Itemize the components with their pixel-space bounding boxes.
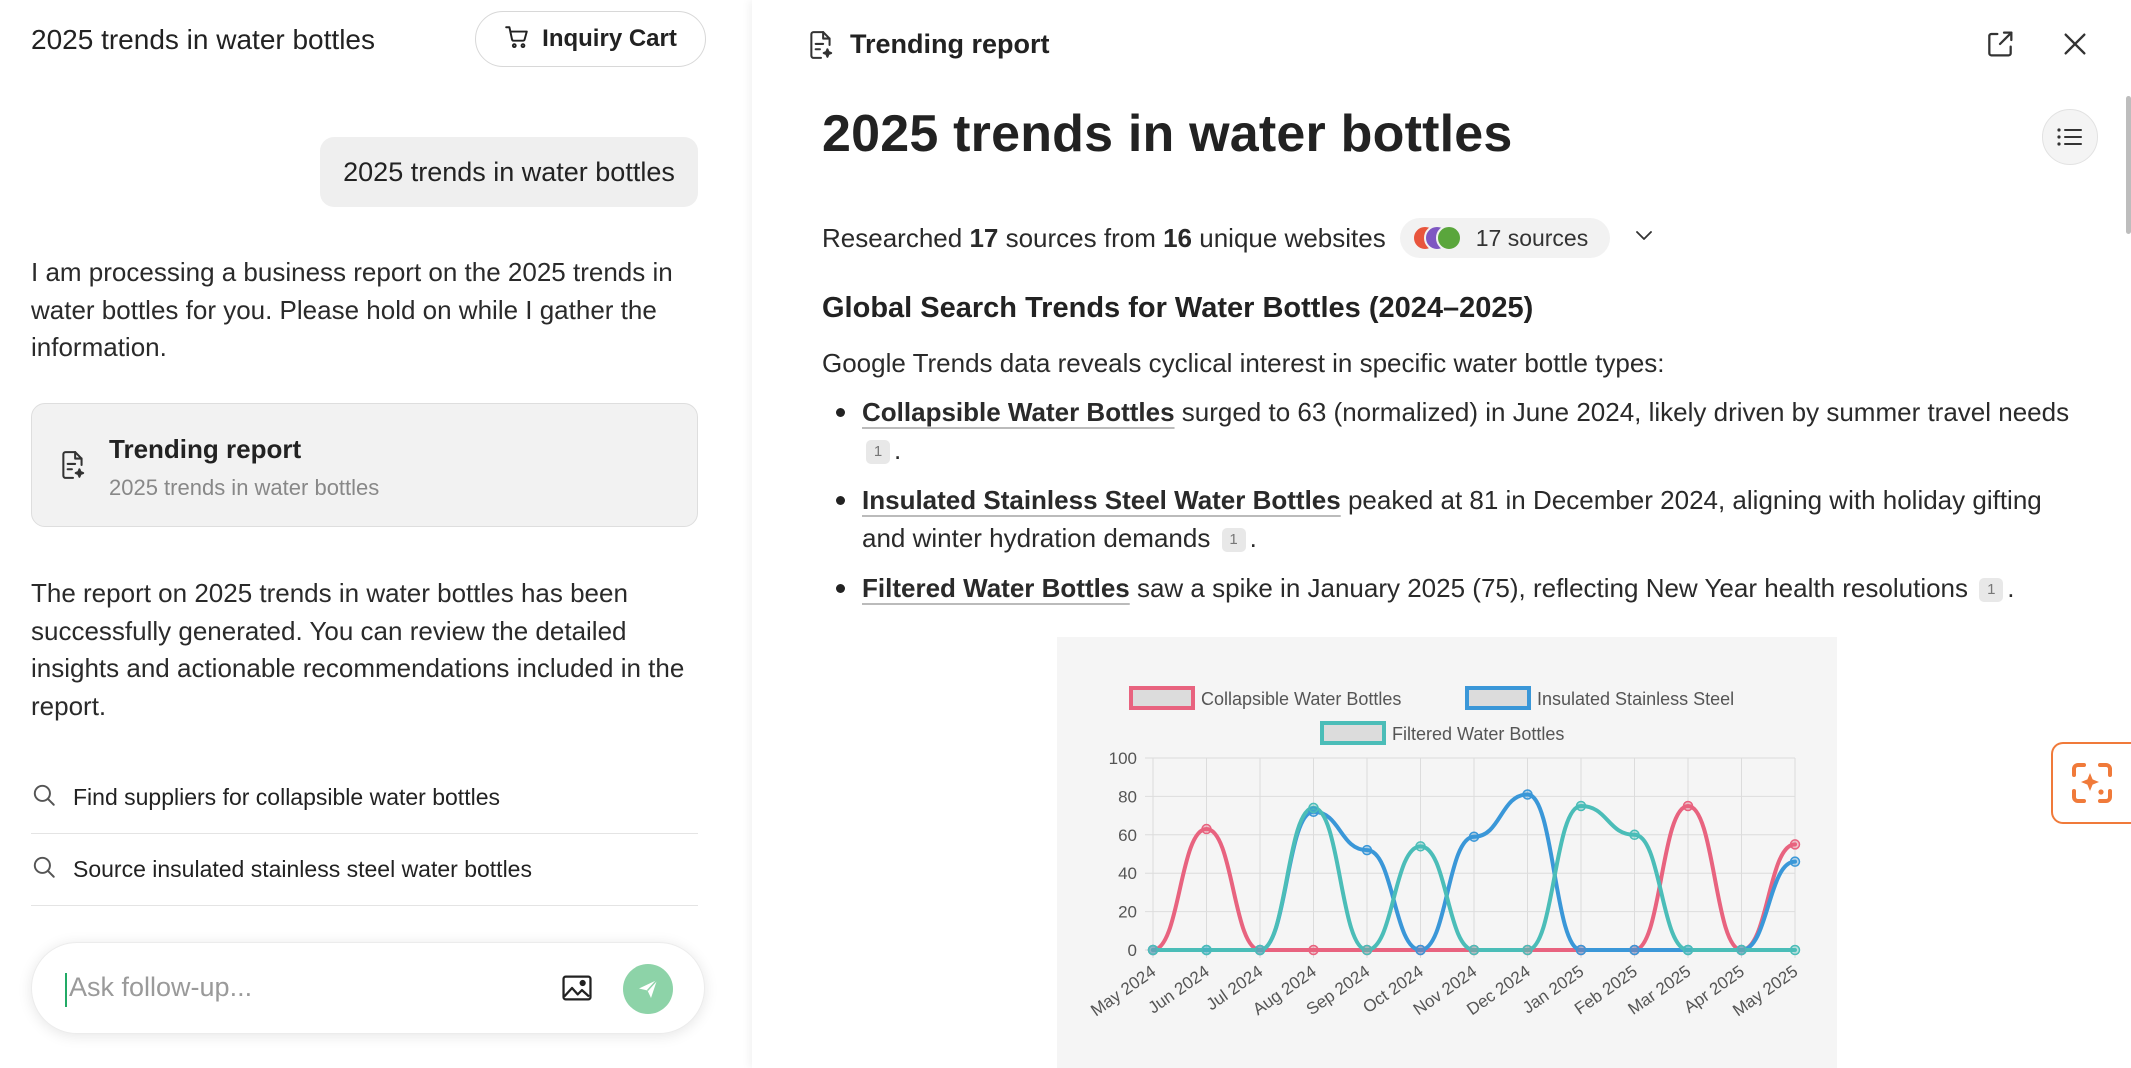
- data-point: [1789, 839, 1801, 850]
- suggestion-label: Find suppliers for collapsible water bot…: [73, 784, 500, 810]
- section-heading: Global Search Trends for Water Bottles (…: [822, 292, 1534, 324]
- legend-swatch: [1465, 686, 1531, 710]
- search-icon: [31, 782, 57, 814]
- scrollbar-thumb[interactable]: [2126, 96, 2131, 234]
- data-point: [1361, 844, 1373, 856]
- data-point: [1201, 944, 1212, 956]
- data-point: [1201, 823, 1212, 835]
- list-item: Filtered Water Bottles saw a spike in Ja…: [822, 569, 2092, 607]
- citation-badge[interactable]: 1: [866, 440, 890, 465]
- sources-pill-label: 17 sources: [1475, 224, 1589, 251]
- report-doc-icon: [60, 450, 86, 485]
- close-icon[interactable]: [2059, 28, 2091, 65]
- data-point: [1254, 944, 1266, 956]
- data-point: [1682, 944, 1694, 956]
- ai-scan-icon: [2072, 763, 2112, 803]
- legend-label: Filtered Water Bottles: [1392, 724, 1564, 744]
- report-title: 2025 trends in water bottles: [822, 105, 1513, 163]
- x-tick-label: Jun 2024: [1145, 962, 1213, 1018]
- data-point: [1575, 800, 1587, 812]
- text-cursor: [65, 973, 67, 1007]
- legend-label: Insulated Stainless Steel: [1537, 689, 1734, 709]
- table-of-contents-button[interactable]: [2042, 109, 2098, 165]
- data-point: [1522, 789, 1533, 800]
- send-button[interactable]: [623, 964, 673, 1014]
- chat-panel: 2025 trends in water bottles Inquiry Car…: [0, 0, 750, 1068]
- data-point: [1147, 944, 1159, 956]
- trend-chart: 0 20 40 60 80 100 May 2024 Jun 2024 Jul 2024 Aug …: [1057, 637, 1837, 1068]
- report-panel: Trending report 2025 trends in water bot…: [752, 0, 2131, 1068]
- chevron-down-icon[interactable]: [1632, 223, 1656, 254]
- list-item: Insulated Stainless Steel Water Bottles …: [822, 481, 2092, 557]
- section-intro: Google Trends data reveals cyclical inte…: [822, 348, 1665, 378]
- report-card-title: Trending report: [109, 434, 302, 464]
- ai-scan-button[interactable]: [2051, 742, 2131, 824]
- follow-up-placeholder: Ask follow-up...: [69, 972, 253, 1002]
- assistant-message: I am processing a business report on the…: [31, 257, 673, 362]
- trend-list: Collapsible Water Bottles surged to 63 (…: [822, 393, 2092, 619]
- data-point: [1575, 944, 1587, 956]
- search-icon: [31, 854, 57, 886]
- data-point: [1468, 944, 1480, 956]
- data-point: [1468, 831, 1480, 842]
- data-point: [1308, 802, 1319, 814]
- sources-pill[interactable]: 17 sources: [1399, 218, 1611, 258]
- user-message: 2025 trends in water bottles: [320, 137, 698, 207]
- legend-swatch: [1320, 721, 1386, 745]
- cart-icon: [504, 24, 530, 55]
- legend-label: Collapsible Water Bottles: [1201, 689, 1401, 709]
- suggestion-item[interactable]: Find suppliers for collapsible water bot…: [31, 762, 698, 834]
- share-icon[interactable]: [1984, 28, 2016, 65]
- assistant-message: The report on 2025 trends in water bottl…: [31, 578, 685, 721]
- keyword-link[interactable]: Collapsible Water Bottles: [862, 397, 1175, 427]
- y-tick-label: 80: [1118, 787, 1137, 806]
- citation-badge[interactable]: 1: [1221, 528, 1246, 553]
- data-point: [1682, 800, 1694, 812]
- panel-header-title: Trending report: [850, 29, 1050, 59]
- data-point: [1308, 944, 1319, 956]
- image-upload-icon[interactable]: [560, 971, 594, 1010]
- x-tick-label: May 2024: [1087, 962, 1159, 1020]
- data-point: [1361, 944, 1373, 956]
- data-point: [1522, 944, 1533, 956]
- source-favicons: [1411, 225, 1462, 251]
- report-card-subtitle: 2025 trends in water bottles: [109, 475, 380, 500]
- report-card[interactable]: Trending report 2025 trends in water bot…: [31, 403, 698, 527]
- follow-up-input[interactable]: Ask follow-up...: [31, 942, 705, 1034]
- y-tick-label: 40: [1118, 864, 1137, 883]
- data-point: [1629, 829, 1640, 841]
- suggestion-label: Source insulated stainless steel water b…: [73, 856, 532, 882]
- websites-count: 16: [1163, 222, 1193, 253]
- list-item: Collapsible Water Bottles surged to 63 (…: [822, 393, 2092, 469]
- research-summary: Researched 17 sources from 16 unique web…: [822, 218, 1656, 258]
- y-tick-label: 60: [1118, 826, 1137, 845]
- keyword-link[interactable]: Insulated Stainless Steel Water Bottles: [862, 485, 1341, 515]
- sources-count: 17: [969, 222, 999, 253]
- data-point: [1736, 944, 1747, 956]
- list-icon: [2057, 128, 2082, 146]
- legend-swatch: [1129, 686, 1195, 710]
- keyword-link[interactable]: Filtered Water Bottles: [862, 573, 1130, 603]
- y-tick-label: 20: [1118, 903, 1137, 922]
- citation-badge[interactable]: 1: [1979, 578, 2004, 603]
- inquiry-cart-button[interactable]: Inquiry Cart: [475, 11, 706, 67]
- send-icon: [639, 979, 658, 998]
- report-doc-icon: [808, 30, 834, 65]
- y-tick-label: 0: [1128, 941, 1137, 960]
- data-point: [1415, 841, 1426, 852]
- data-point: [1415, 944, 1426, 956]
- suggestion-item[interactable]: Source insulated stainless steel water b…: [31, 834, 698, 906]
- data-point: [1629, 944, 1640, 956]
- conversation-title: 2025 trends in water bottles: [31, 24, 375, 55]
- data-point: [1789, 944, 1801, 956]
- data-point: [1789, 856, 1801, 867]
- y-tick-label: 100: [1109, 749, 1137, 768]
- inquiry-cart-label: Inquiry Cart: [542, 25, 677, 52]
- series-line: [1151, 803, 1797, 953]
